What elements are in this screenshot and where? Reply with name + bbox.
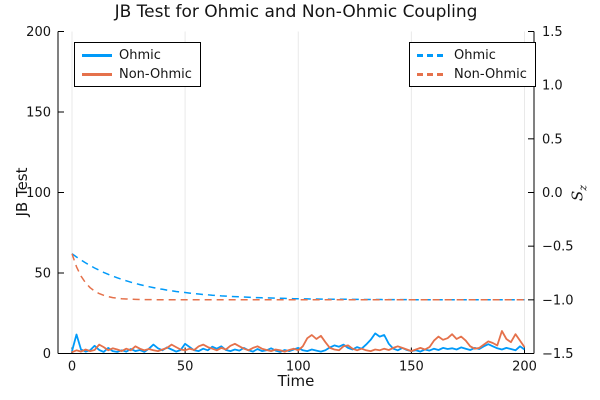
legend-label: Ohmic [119, 47, 161, 63]
y-right-tick-label: −1.5 [542, 347, 574, 362]
y-left-tick-label: 50 [34, 267, 51, 282]
series-line-non-ohmic-dashed [71, 253, 525, 301]
y-right-tick-label: −1.0 [542, 293, 574, 308]
legend-item-nonohmic-solid: Non-Ohmic [82, 66, 192, 82]
x-tick-label: 150 [399, 360, 424, 375]
y-left-tick-label: 200 [26, 25, 51, 40]
y-right-tick-label: 1.5 [542, 25, 563, 40]
x-tick-label: 0 [68, 360, 76, 375]
x-tick-label: 200 [512, 360, 537, 375]
legend-label: Non-Ohmic [119, 66, 192, 82]
y-axis-label-left: JB Test [13, 167, 31, 217]
ohmic-dashed-line-sample [417, 53, 447, 57]
y-axis-label-right: Sz [569, 185, 590, 201]
legend-item-nonohmic-dashed: Non-Ohmic [417, 66, 527, 82]
legend-label: Non-Ohmic [454, 66, 527, 82]
chart-title: JB Test for Ohmic and Non-Ohmic Coupling [114, 2, 478, 22]
y-left-tick-label: 150 [26, 106, 51, 121]
series-line-non-ohmic-solid [71, 330, 526, 354]
y-left-tick-label: 0 [43, 347, 51, 362]
x-tick-label: 100 [286, 360, 311, 375]
y-right-tick-label: −0.5 [542, 240, 574, 255]
y-right-label-sub: z [576, 184, 590, 191]
x-tick-label: 50 [177, 360, 194, 375]
y-right-tick-label: 0.5 [542, 132, 563, 147]
legend-left: Ohmic Non-Ohmic [74, 42, 201, 87]
legend-label: Ohmic [454, 47, 496, 63]
legend-item-ohmic-solid: Ohmic [82, 47, 192, 63]
y-right-tick-label: 1.0 [542, 79, 563, 94]
x-axis-label: Time [277, 372, 315, 390]
nonohmic-dashed-line-sample [417, 72, 447, 76]
y-right-label-main: S [568, 190, 587, 202]
ohmic-solid-line-sample [82, 53, 112, 57]
legend-right: Ohmic Non-Ohmic [409, 42, 536, 87]
legend-item-ohmic-dashed: Ohmic [417, 47, 527, 63]
y-right-tick-label: 0.0 [542, 186, 563, 201]
y-left-tick-label: 100 [26, 186, 51, 201]
nonohmic-solid-line-sample [82, 72, 112, 76]
